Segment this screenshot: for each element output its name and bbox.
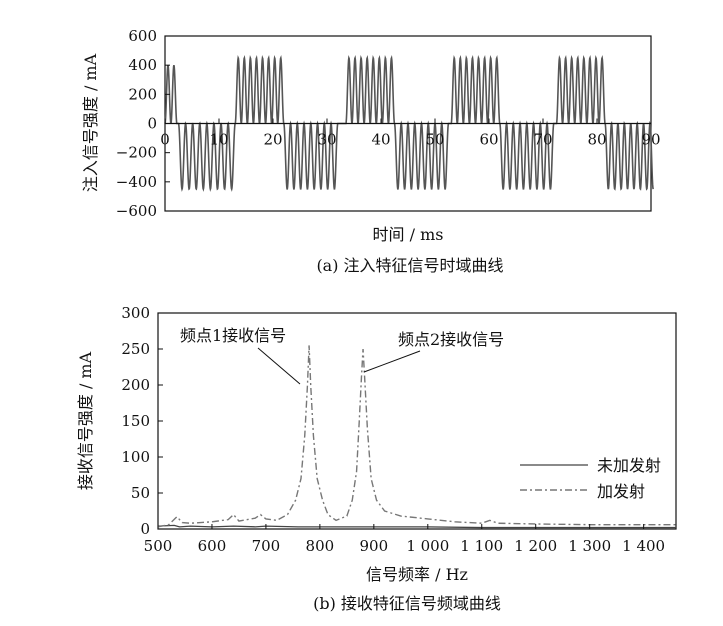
chart-b-series-emission [157,345,676,528]
chart-b-annotation-peak-2-arrow [363,350,421,373]
chart-a-y-tick-label: −600 [116,202,157,220]
chart-b-annotation-peak-1: 频点1接收信号 [180,326,286,345]
chart-b-series-no-emission [157,524,676,529]
chart-b-x-ticks: 500 600 700 800 900 1 000 1 100 1 200 1 300 1 400 [144,524,665,555]
chart-b-annotation-peak-1-arrow [257,347,301,385]
chart-b-y-tick-label: 200 [121,376,150,394]
chart-b-x-tick-label: 600 [198,537,227,555]
chart-a-x-tick-label: 40 [371,131,390,149]
chart-b-y-axis-label: 接收信号强度 / mA [76,351,95,490]
chart-a-y-axis-label: 注入信号强度 / mA [81,53,100,192]
chart-b-x-tick-label: 700 [252,537,281,555]
chart-a-y-tick-label: 400 [128,56,157,74]
chart-b-caption: (b) 接收特征信号频域曲线 [313,594,501,613]
chart-a-y-tick-label: 200 [128,85,157,103]
chart-b-y-tick-label: 150 [121,412,150,430]
chart-a-x-tick-label: 60 [479,131,498,149]
chart-b-x-tick-label: 1 400 [622,537,665,555]
chart-b-x-tick-label: 1 000 [406,537,449,555]
chart-a-x-tick-label: 90 [641,131,660,149]
chart-a-signal-line [164,54,654,192]
chart-a-x-tick-label: 30 [317,131,336,149]
chart-b-x-tick-label: 800 [306,537,335,555]
chart-b-annotation-peak-2: 频点2接收信号 [398,330,504,349]
chart-b-x-tick-label: 500 [144,537,173,555]
chart-a-y-tick-label: 0 [147,115,157,133]
chart-b-y-tick-label: 300 [121,304,150,322]
chart-a-x-tick-label: 10 [209,131,228,149]
chart-b-y-tick-label: 250 [121,340,150,358]
chart-a-x-tick-label: 80 [587,131,606,149]
chart-b-legend: 未加发射 加发射 [520,456,661,501]
chart-a-caption: (a) 注入特征信号时域曲线 [316,256,503,275]
chart-b-y-tick-label: 100 [121,448,150,466]
chart-a-y-tick-label: 600 [128,27,157,45]
chart-a-x-tick-label: 70 [533,131,552,149]
chart-a-y-tick-label: −200 [116,144,157,162]
chart-a-x-tick-label: 0 [160,131,170,149]
chart-b-y-tick-label: 50 [131,484,150,502]
chart-b-y-ticks: 300 250 200 150 100 50 0 [121,304,163,538]
chart-b: 500 600 700 800 900 1 000 1 100 1 200 1 300 1 400… [76,304,677,613]
chart-a-x-tick-label: 20 [263,131,282,149]
chart-a: 0 10 20 30 40 50 60 70 80 90 6004002000−200−400−6… [81,27,661,275]
chart-b-x-tick-label: 900 [360,537,389,555]
chart-b-x-axis-label: 信号频率 / Hz [366,565,468,584]
chart-b-x-tick-label: 1 300 [568,537,611,555]
legend-label-no-emission: 未加发射 [597,456,661,475]
chart-a-x-axis-label: 时间 / ms [373,225,444,244]
chart-b-x-tick-label: 1 100 [460,537,503,555]
legend-label-emission: 加发射 [597,482,645,501]
chart-a-x-ticks: 0 10 20 30 40 50 60 70 80 90 [160,118,661,149]
chart-a-x-tick-label: 50 [425,131,444,149]
chart-b-y-tick-label: 0 [140,520,150,538]
chart-b-x-tick-label: 1 200 [514,537,557,555]
chart-a-y-tick-label: −400 [116,173,157,191]
